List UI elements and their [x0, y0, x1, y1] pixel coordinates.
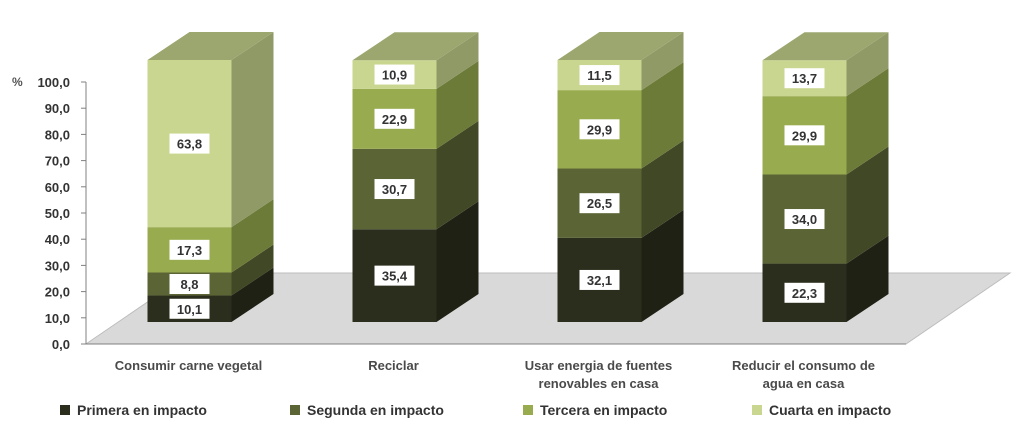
legend-item: Cuarta en impacto [752, 402, 891, 418]
y-tick-label: 50,0 [45, 206, 70, 221]
data-label-box [784, 282, 825, 303]
legend-label: Tercera en impacto [540, 402, 668, 418]
data-label: 30,7 [382, 182, 407, 197]
data-label: 11,5 [587, 68, 612, 83]
bar-top [557, 32, 684, 60]
bar-side [231, 199, 274, 273]
legend-swatch [523, 405, 533, 415]
legend-item: Segunda en impacto [290, 402, 444, 418]
bar-side [436, 60, 479, 149]
legend-item: Primera en impacto [60, 402, 207, 418]
bar-side [231, 244, 274, 296]
y-tick-label: 70,0 [45, 154, 70, 169]
category-labels: Consumir carne vegetal Reciclar Usar energ… [115, 358, 875, 391]
y-axis-ticks: 0,0 10,0 20,0 30,0 40,0 50,0 60,0 70,0 80,0 90,0 1… [37, 75, 86, 352]
bar-top [762, 32, 889, 61]
data-label-box [579, 65, 620, 86]
bar-side [641, 62, 684, 169]
legend-swatch [60, 405, 70, 415]
data-label: 10,1 [177, 302, 202, 317]
legend-label: Primera en impacto [77, 402, 207, 418]
bar-side [231, 32, 274, 228]
legend-label: Cuarta en impacto [769, 402, 892, 418]
data-label: 26,5 [587, 196, 612, 211]
y-tick-label: 0,0 [52, 337, 70, 352]
category-label: agua en casa [763, 376, 845, 391]
bar-side [641, 140, 684, 238]
category-label: Consumir carne vegetal [115, 358, 262, 373]
y-tick-label: 30,0 [45, 258, 70, 273]
data-label-box [579, 269, 620, 290]
bar-side [846, 68, 889, 175]
data-label-box [374, 179, 415, 200]
legend-swatch [290, 405, 300, 415]
y-unit-label: % [12, 75, 23, 89]
y-tick-label: 100,0 [37, 75, 70, 90]
data-label: 22,3 [792, 286, 817, 301]
bar-side [436, 32, 479, 89]
data-label: 29,9 [587, 122, 612, 137]
legend-swatch [752, 405, 762, 415]
y-tick-label: 80,0 [45, 127, 70, 142]
bar-side [846, 32, 889, 97]
data-label-box [169, 133, 210, 154]
y-tick-label: 90,0 [45, 101, 70, 116]
category-label: Usar energia de fuentes [525, 358, 672, 373]
y-tick-label: 20,0 [45, 285, 70, 300]
data-label: 35,4 [382, 269, 408, 284]
data-label: 34,0 [792, 212, 817, 227]
data-label-box [374, 64, 415, 85]
category-label: Reducir el consumo de [732, 358, 875, 373]
bar-top [147, 32, 274, 60]
bar-top [352, 32, 479, 61]
data-label: 17,3 [177, 243, 202, 258]
data-label-box [784, 209, 825, 230]
y-tick-label: 10,0 [45, 311, 70, 326]
bars-group: 10,1 8,8 17,3 63,8 35,4 30,7 22,9 10,9 32,1 26,5 2… [147, 32, 889, 322]
y-tick-label: 40,0 [45, 232, 70, 247]
data-label: 13,7 [792, 71, 817, 86]
data-label-box [169, 298, 210, 319]
y-tick-label: 60,0 [45, 180, 70, 195]
category-label: Reciclar [368, 358, 419, 373]
data-label-box [169, 239, 210, 260]
bar-side [436, 201, 479, 322]
data-label: 8,8 [180, 277, 198, 292]
bar-side [641, 209, 684, 322]
data-label: 32,1 [587, 273, 612, 288]
data-label-box [169, 274, 210, 295]
category-label: renovables en casa [539, 376, 660, 391]
bar-side [846, 235, 889, 322]
data-label: 10,9 [382, 68, 407, 83]
bar-side [846, 146, 889, 264]
data-label: 22,9 [382, 112, 407, 127]
data-label-box [579, 119, 620, 140]
data-label-box [579, 193, 620, 214]
data-label: 63,8 [177, 137, 202, 152]
data-label-box [784, 125, 825, 146]
data-label-box [374, 108, 415, 129]
legend: Primera en impacto Segunda en impacto Terc… [0, 402, 1024, 424]
data-label-box [374, 265, 415, 286]
bar-side [436, 120, 479, 230]
bar-side [641, 32, 684, 91]
data-label: 29,9 [792, 128, 817, 143]
data-label-box [784, 68, 825, 89]
legend-item: Tercera en impacto [523, 402, 667, 418]
bar-side [231, 267, 274, 322]
legend-label: Segunda en impacto [307, 402, 444, 418]
